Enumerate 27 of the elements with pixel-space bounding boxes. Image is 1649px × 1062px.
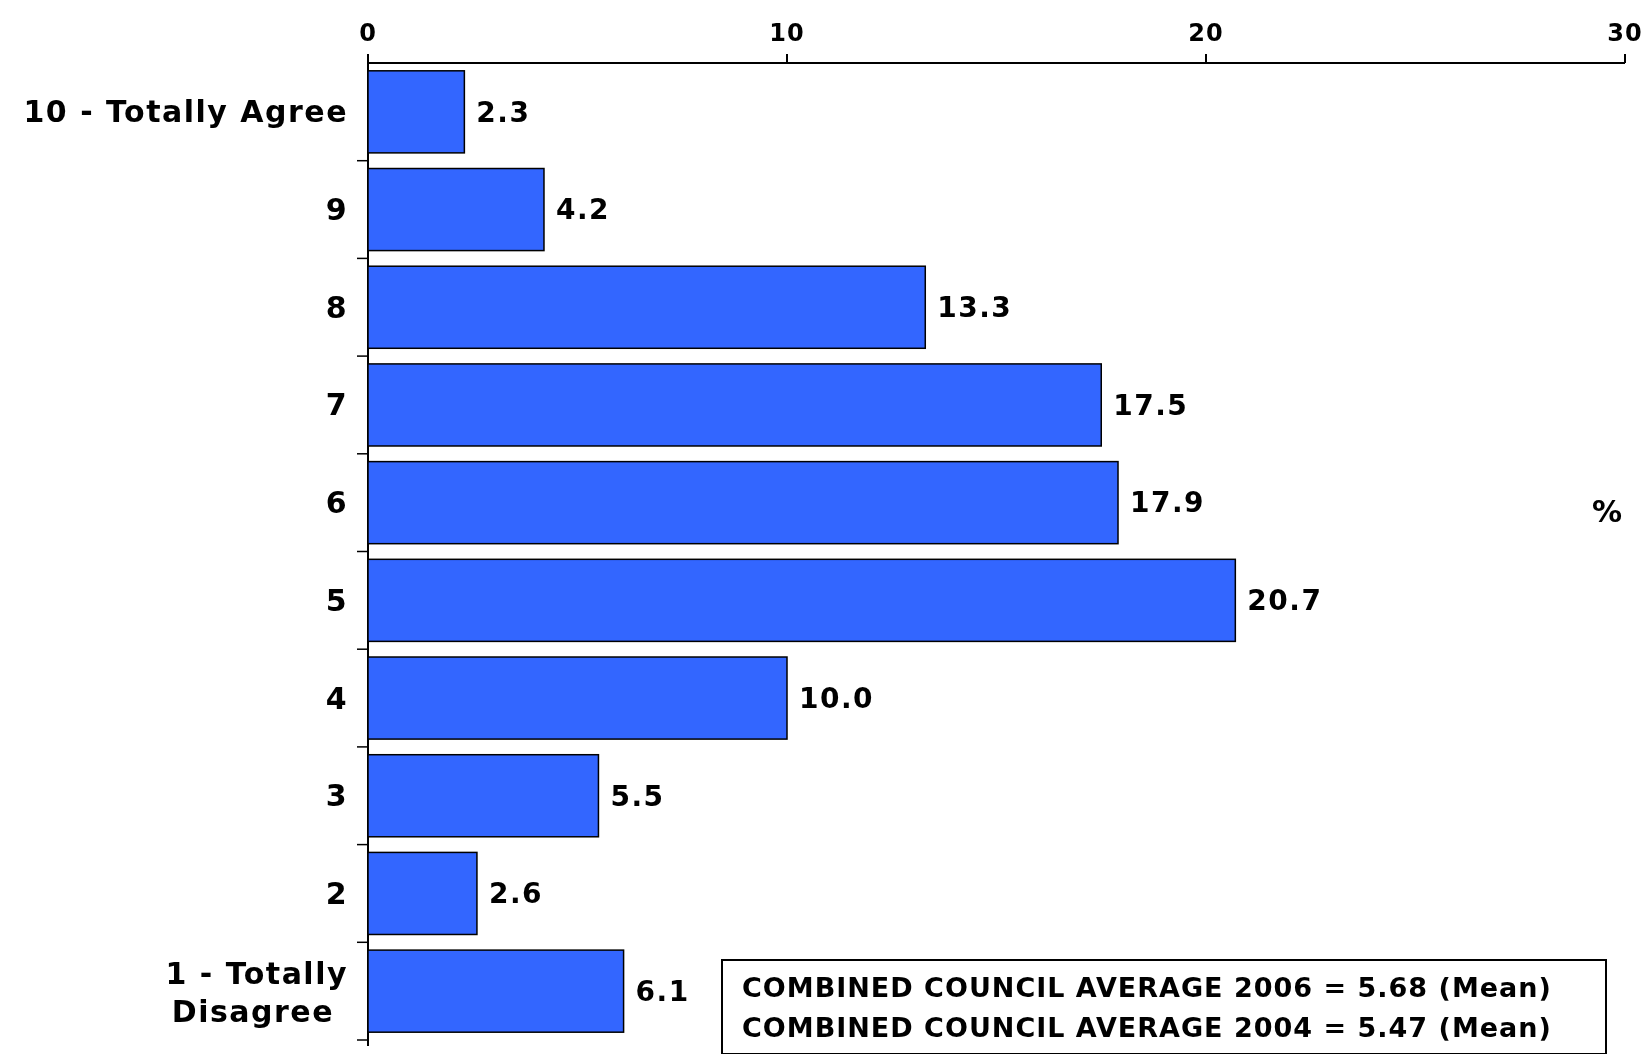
data-label: 17.9 [1130, 486, 1206, 520]
data-label: 4.2 [555, 193, 611, 227]
data-label: 2.3 [476, 95, 531, 129]
y-tick-label: 6 [325, 485, 348, 521]
data-label: 13.3 [937, 291, 1013, 325]
data-label: 10.0 [799, 681, 875, 715]
y-tick-label: 1 - Totally Disagree [165, 955, 348, 1029]
annotation: COMBINED COUNCIL AVERAGE 2004 = 5.47 (Mean) [742, 1012, 1552, 1044]
y-tick-label: 4 [325, 680, 348, 716]
annotation: COMBINED COUNCIL AVERAGE 2006 = 5.68 (Mean) [742, 972, 1552, 1004]
x-axis-title: % [1591, 494, 1623, 529]
data-label: 6.1 [635, 974, 690, 1008]
x-tick-label: 20 [1188, 19, 1224, 47]
y-tick-label: 10 - Totally Agree [23, 94, 348, 130]
data-label: 5.5 [610, 779, 665, 813]
x-tick-label: 0 [359, 19, 377, 47]
y-tick-label: 9 [325, 192, 348, 228]
x-tick-label: 30 [1607, 19, 1643, 47]
y-tick-label: 5 [325, 582, 348, 618]
y-tick-label: 8 [325, 289, 348, 325]
y-tick-label: 7 [325, 387, 348, 423]
y-tick-label: 2 [325, 875, 348, 911]
data-label: 2.6 [488, 877, 544, 911]
data-label: 17.5 [1113, 388, 1189, 422]
data-label: 20.7 [1247, 584, 1323, 618]
x-tick-label: 10 [769, 19, 805, 47]
y-tick-label: 3 [325, 778, 348, 814]
